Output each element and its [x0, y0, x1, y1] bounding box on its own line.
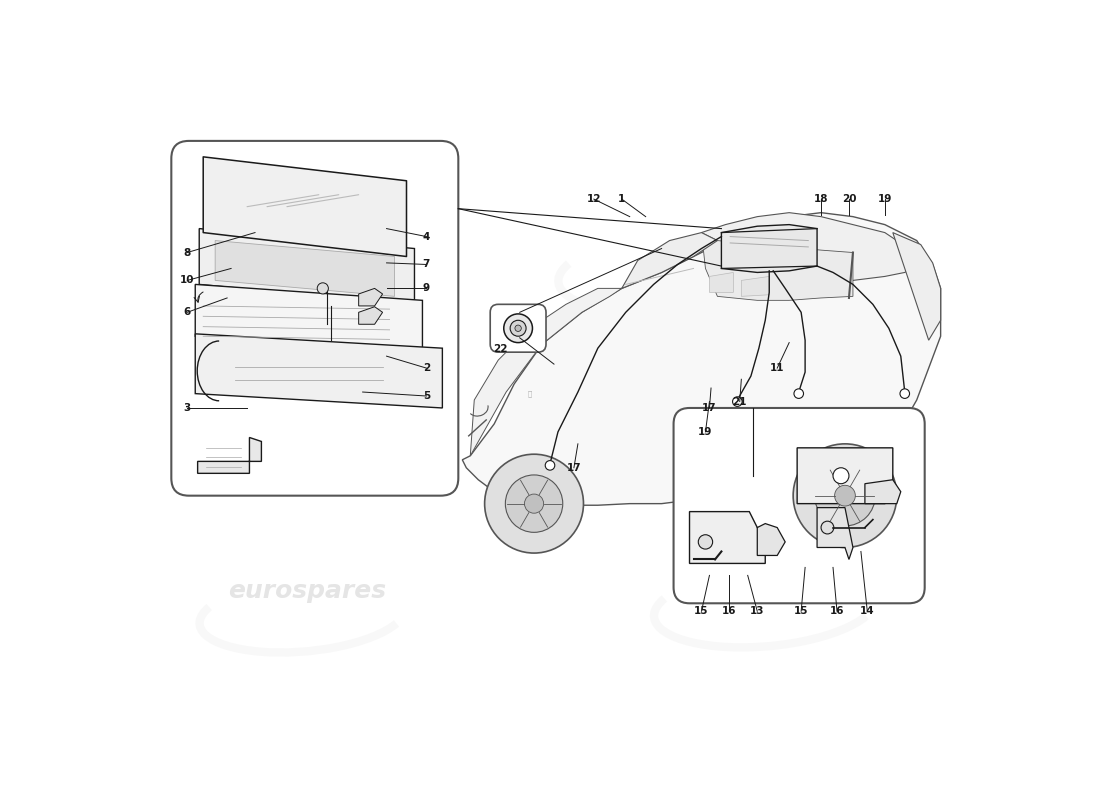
Text: 11: 11: [770, 363, 784, 373]
Polygon shape: [198, 438, 262, 474]
Circle shape: [515, 325, 521, 331]
Circle shape: [794, 389, 803, 398]
Polygon shape: [702, 213, 916, 282]
Polygon shape: [893, 233, 940, 340]
Text: 6: 6: [184, 307, 191, 318]
Circle shape: [733, 397, 742, 406]
Text: 13: 13: [750, 606, 764, 616]
Polygon shape: [359, 306, 383, 324]
Text: 3: 3: [184, 403, 191, 413]
Polygon shape: [865, 480, 901, 504]
Circle shape: [793, 444, 896, 547]
Polygon shape: [359, 288, 383, 306]
Polygon shape: [710, 273, 734, 292]
Text: 20: 20: [842, 194, 856, 204]
Text: eurospares: eurospares: [679, 579, 836, 603]
Circle shape: [821, 521, 834, 534]
Polygon shape: [690, 512, 766, 563]
Text: eurospares: eurospares: [228, 308, 386, 332]
Polygon shape: [195, 285, 422, 352]
Circle shape: [525, 494, 543, 514]
Polygon shape: [702, 233, 853, 300]
Text: 19: 19: [698, 427, 713, 437]
FancyBboxPatch shape: [491, 304, 546, 352]
Polygon shape: [621, 233, 717, 288]
Text: 21: 21: [733, 397, 747, 406]
Text: 10: 10: [180, 275, 195, 286]
FancyBboxPatch shape: [673, 408, 925, 603]
Circle shape: [317, 283, 329, 294]
Polygon shape: [722, 225, 817, 273]
Circle shape: [546, 461, 554, 470]
Polygon shape: [471, 288, 622, 456]
Text: 8: 8: [184, 247, 191, 258]
Text: 7: 7: [422, 259, 430, 270]
Polygon shape: [817, 508, 852, 559]
Polygon shape: [216, 241, 395, 296]
Text: 1: 1: [618, 194, 626, 204]
Circle shape: [485, 454, 583, 553]
Circle shape: [900, 389, 910, 398]
Text: 19: 19: [878, 194, 892, 204]
Polygon shape: [757, 523, 785, 555]
Text: 12: 12: [586, 194, 601, 204]
Text: 𝗠: 𝗠: [528, 390, 532, 397]
Text: 2: 2: [422, 363, 430, 373]
Polygon shape: [199, 229, 415, 304]
Polygon shape: [195, 334, 442, 408]
Text: 17: 17: [702, 403, 717, 413]
Circle shape: [504, 314, 532, 342]
Circle shape: [510, 320, 526, 336]
Text: 17: 17: [566, 462, 581, 473]
Text: 15: 15: [694, 606, 708, 616]
Text: 22: 22: [493, 344, 508, 354]
Polygon shape: [741, 277, 769, 296]
FancyBboxPatch shape: [172, 141, 459, 496]
Text: eurospares: eurospares: [591, 308, 749, 332]
Text: 14: 14: [860, 606, 875, 616]
Text: 15: 15: [794, 606, 808, 616]
Polygon shape: [462, 213, 940, 506]
Text: eurospares: eurospares: [228, 579, 386, 603]
Circle shape: [505, 475, 563, 532]
Circle shape: [815, 466, 876, 526]
Circle shape: [835, 486, 856, 506]
Text: 4: 4: [422, 231, 430, 242]
Text: 16: 16: [722, 606, 737, 616]
Text: 18: 18: [814, 194, 828, 204]
Circle shape: [833, 468, 849, 484]
Text: 5: 5: [422, 391, 430, 401]
Text: 9: 9: [422, 283, 430, 294]
Text: 16: 16: [829, 606, 845, 616]
Circle shape: [698, 534, 713, 549]
Polygon shape: [798, 448, 893, 504]
Polygon shape: [204, 157, 407, 257]
